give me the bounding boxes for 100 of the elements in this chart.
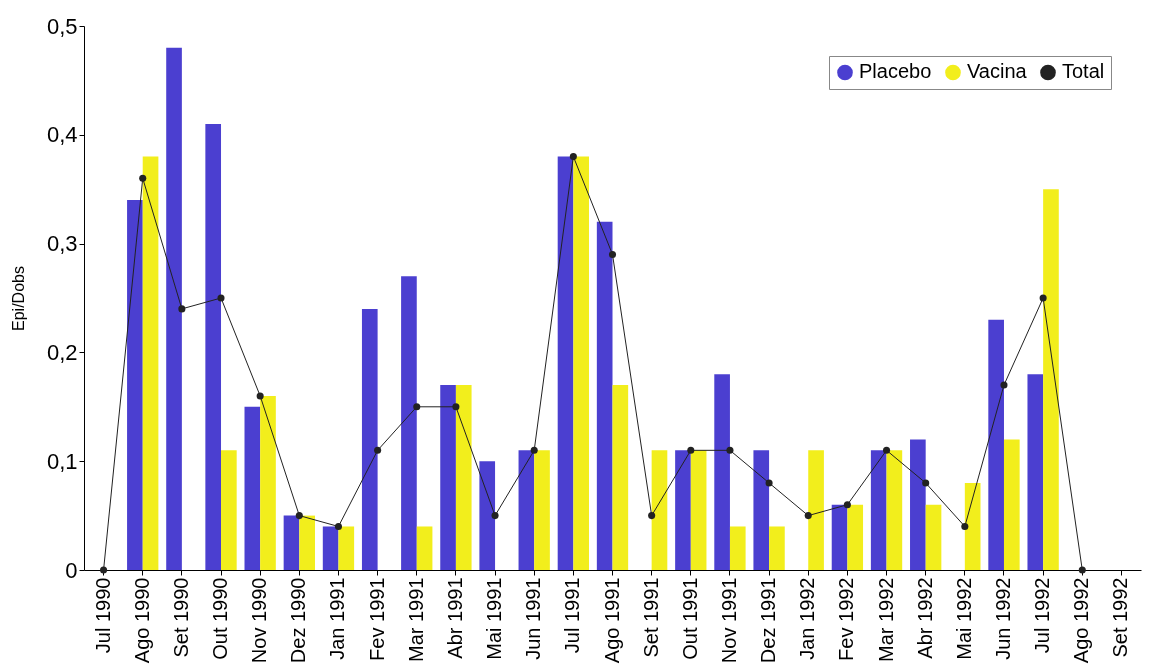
x-tick-label: Fev 1992 <box>835 577 858 661</box>
bar <box>166 47 182 570</box>
x-tick-label: Ago 1991 <box>600 577 623 664</box>
point <box>804 512 812 520</box>
x-tick-label: Jan 1991 <box>326 577 349 660</box>
bar <box>988 319 1004 570</box>
x-tick-label: Dez 1991 <box>757 577 780 664</box>
bar <box>518 450 535 570</box>
legend-label: Placebo <box>859 60 932 83</box>
point <box>1039 294 1047 302</box>
bar <box>831 504 848 570</box>
y-axis-title: Epi/Dobs <box>9 266 27 331</box>
point <box>648 512 656 520</box>
bar <box>244 406 261 570</box>
bar <box>870 450 887 570</box>
bar <box>573 156 590 570</box>
x-tick-label: Jan 1992 <box>796 577 819 660</box>
point <box>843 501 851 509</box>
bar <box>1043 189 1059 570</box>
point <box>726 446 734 454</box>
y-tick-label: 0,1 <box>46 448 78 474</box>
x-tick-label: Mai 1992 <box>952 577 975 660</box>
x-tick-label: Jul 1990 <box>91 577 114 654</box>
point <box>765 479 773 487</box>
bar <box>714 374 730 570</box>
bar <box>260 395 276 570</box>
bar <box>729 526 746 570</box>
bar <box>221 450 237 570</box>
bar <box>886 450 903 570</box>
x-tick-label: Fev 1991 <box>365 577 388 661</box>
point <box>608 250 617 259</box>
bar <box>612 385 629 570</box>
x-tick-label: Jul 1992 <box>1031 577 1054 654</box>
bar <box>1027 374 1044 570</box>
bar <box>416 526 433 570</box>
x-tick-label: Jun 1991 <box>522 577 545 660</box>
bar <box>401 276 417 570</box>
bar <box>142 156 159 570</box>
x-tick-label: Dez 1990 <box>287 577 310 664</box>
bar <box>338 526 355 570</box>
x-tick-label: Set 1991 <box>639 577 662 658</box>
bar <box>479 461 496 570</box>
y-tick-label: 0,5 <box>46 13 78 39</box>
point <box>178 305 186 313</box>
x-tick-label: Ago 1992 <box>1070 577 1093 664</box>
point <box>217 294 225 302</box>
y-tick-label: 0,3 <box>46 231 78 257</box>
x-tick-label: Mar 1991 <box>404 577 427 662</box>
legend-label: Total <box>1062 60 1105 83</box>
point <box>883 446 891 454</box>
x-tick-label: Jul 1991 <box>561 577 584 654</box>
point <box>687 446 695 454</box>
point <box>1000 381 1008 389</box>
bar <box>753 450 770 570</box>
point <box>334 522 342 531</box>
bar <box>205 123 222 570</box>
bar <box>925 504 942 570</box>
point <box>452 403 460 411</box>
bar <box>1003 439 1020 570</box>
bar <box>769 526 785 570</box>
point <box>295 512 303 520</box>
point <box>374 446 382 454</box>
bar <box>299 515 315 570</box>
point <box>569 153 577 161</box>
x-tick-label: Out 1991 <box>678 577 701 660</box>
y-tick-label: 0,4 <box>46 122 78 148</box>
bar <box>127 200 143 570</box>
x-tick-label: Out 1990 <box>209 577 232 660</box>
bar <box>557 156 574 570</box>
x-tick-label: Nov 1991 <box>717 577 740 664</box>
x-tick-label: Set 1990 <box>169 577 192 658</box>
bar <box>534 450 550 570</box>
point <box>139 174 147 182</box>
bar <box>455 385 472 570</box>
point <box>256 392 264 400</box>
x-tick-label: Jun 1992 <box>991 577 1014 660</box>
x-tick-label: Mai 1991 <box>483 577 506 660</box>
x-tick-label: Abr 1992 <box>913 577 936 659</box>
bar <box>690 450 707 570</box>
point <box>922 479 930 487</box>
bar <box>440 385 456 570</box>
x-tick-label: Mar 1992 <box>874 577 897 662</box>
point <box>491 512 499 520</box>
bar <box>675 450 691 570</box>
bar <box>910 439 926 570</box>
y-tick-label: 0,2 <box>46 339 78 365</box>
y-tick-label: 0 <box>65 557 78 583</box>
bar <box>651 450 668 570</box>
point <box>961 522 969 531</box>
point <box>100 566 108 574</box>
bar <box>283 515 300 570</box>
x-tick-label: Ago 1990 <box>130 577 153 664</box>
bar <box>808 450 824 570</box>
bar <box>847 504 864 570</box>
bar <box>596 221 613 570</box>
point <box>530 446 538 454</box>
point <box>413 403 421 411</box>
x-tick-label: Abr 1991 <box>443 577 466 659</box>
x-tick-label: Set 1992 <box>1109 577 1132 658</box>
bar <box>322 526 339 570</box>
